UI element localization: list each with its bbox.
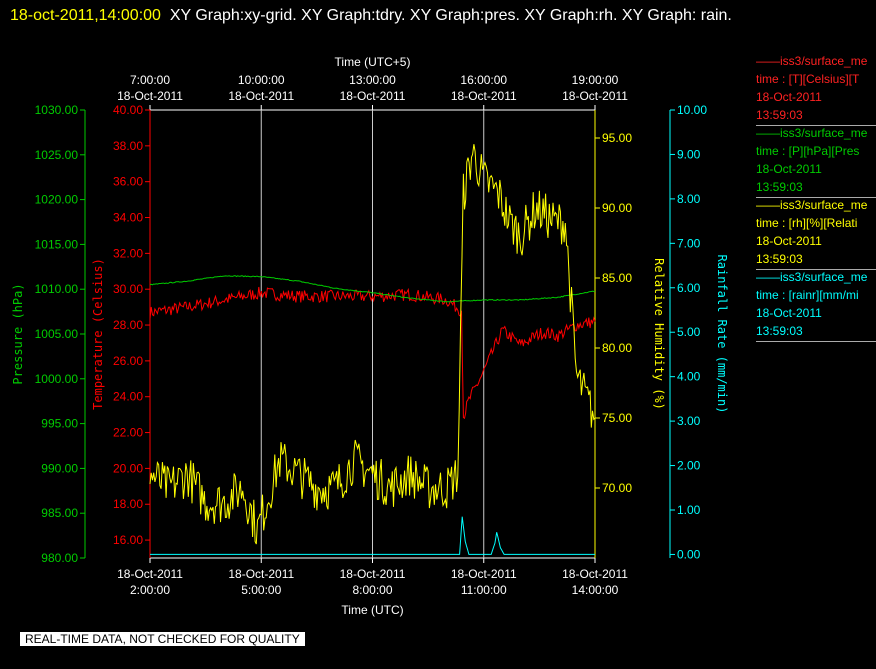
rain-tick-label: 1.00 bbox=[677, 503, 701, 517]
legend-time: 13:59:03 bbox=[756, 108, 803, 122]
x-top-tick-label-time: 13:00:00 bbox=[349, 73, 396, 87]
legend-date: 18-Oct-2011 bbox=[756, 234, 822, 248]
humidity-tick-label: 80.00 bbox=[602, 341, 632, 355]
legend-name: ——iss3/surface_me bbox=[756, 54, 868, 68]
humidity-tick-label: 75.00 bbox=[602, 411, 632, 425]
x-top-tick-label-date: 18-Oct-2011 bbox=[451, 89, 517, 103]
rain-tick-label: 0.00 bbox=[677, 547, 701, 561]
temperature-tick-label: 30.00 bbox=[113, 282, 143, 296]
pressure-tick-label: 990.00 bbox=[41, 461, 78, 475]
x-top-tick-label-date: 18-Oct-2011 bbox=[228, 89, 294, 103]
x-top-tick-label-time: 10:00:00 bbox=[238, 73, 285, 87]
temperature-tick-label: 32.00 bbox=[113, 246, 143, 260]
temperature-tick-label: 18.00 bbox=[113, 497, 143, 511]
x-tick-label-date: 18-Oct-2011 bbox=[451, 567, 517, 581]
rain-axis-label: Rainfall Rate (mm/min) bbox=[715, 255, 729, 414]
series-rain bbox=[150, 516, 595, 555]
temperature-tick-label: 22.00 bbox=[113, 426, 143, 440]
pressure-tick-label: 1000.00 bbox=[35, 372, 79, 386]
rain-tick-label: 10.00 bbox=[677, 103, 707, 117]
temperature-tick-label: 38.00 bbox=[113, 139, 143, 153]
pressure-axis-label: Pressure (hPa) bbox=[11, 283, 25, 384]
legend-units: time : [P][hPa][Pres bbox=[756, 144, 860, 158]
pressure-tick-label: 1015.00 bbox=[35, 237, 79, 251]
rain-tick-label: 6.00 bbox=[677, 281, 701, 295]
pressure-tick-label: 980.00 bbox=[41, 551, 78, 565]
humidity-tick-label: 70.00 bbox=[602, 481, 632, 495]
x-tick-label-date: 18-Oct-2011 bbox=[117, 567, 183, 581]
x-top-tick-label-time: 16:00:00 bbox=[460, 73, 507, 87]
rain-tick-label: 5.00 bbox=[677, 325, 701, 339]
x-tick-label-time: 11:00:00 bbox=[461, 583, 507, 597]
humidity-tick-label: 85.00 bbox=[602, 271, 632, 285]
pressure-tick-label: 1025.00 bbox=[35, 148, 79, 162]
pressure-tick-label: 1005.00 bbox=[35, 327, 79, 341]
x-axis-label-bottom: Time (UTC) bbox=[341, 603, 403, 617]
temperature-axis-label: Temperature (Celsius) bbox=[91, 258, 105, 410]
x-tick-label-date: 18-Oct-2011 bbox=[562, 567, 628, 581]
series-temperature bbox=[149, 286, 596, 420]
pressure-tick-label: 1020.00 bbox=[35, 193, 79, 207]
series-pressure bbox=[149, 275, 596, 303]
header-titles: XY Graph:xy-grid. XY Graph:tdry. XY Grap… bbox=[169, 7, 732, 24]
pressure-tick-label: 1030.00 bbox=[35, 103, 79, 117]
rain-tick-label: 7.00 bbox=[677, 236, 701, 250]
pressure-tick-label: 1010.00 bbox=[35, 282, 79, 296]
humidity-tick-label: 90.00 bbox=[602, 201, 632, 215]
header-date: 18-oct-2011,14:00:00 bbox=[10, 7, 161, 24]
pressure-tick-label: 985.00 bbox=[41, 506, 78, 520]
humidity-axis-label: Relative Humidity (%) bbox=[652, 258, 666, 410]
x-top-tick-label-date: 18-Oct-2011 bbox=[340, 89, 406, 103]
temperature-tick-label: 40.00 bbox=[113, 103, 143, 117]
temperature-tick-label: 26.00 bbox=[113, 354, 143, 368]
legend-name: ——iss3/surface_me bbox=[756, 126, 868, 140]
qc-note: REAL-TIME DATA, NOT CHECKED FOR QUALITY bbox=[20, 632, 305, 646]
legend-name: ——iss3/surface_me bbox=[756, 198, 868, 212]
rain-tick-label: 9.00 bbox=[677, 147, 701, 161]
series-humidity bbox=[149, 144, 596, 545]
x-top-tick-label-date: 18-Oct-2011 bbox=[117, 89, 183, 103]
legend-units: time : [rainr][mm/mi bbox=[756, 288, 859, 302]
page-header: 18-oct-2011,14:00:00 XY Graph:xy-grid. X… bbox=[10, 2, 855, 29]
legend-date: 18-Oct-2011 bbox=[756, 162, 822, 176]
legend-units: time : [rh][%][Relati bbox=[756, 216, 858, 230]
x-axis-label-top: Time (UTC+5) bbox=[335, 55, 411, 69]
humidity-tick-label: 95.00 bbox=[602, 131, 632, 145]
legend-time: 13:59:03 bbox=[756, 180, 803, 194]
temperature-tick-label: 24.00 bbox=[113, 390, 143, 404]
x-tick-label-date: 18-Oct-2011 bbox=[228, 567, 294, 581]
rain-tick-label: 3.00 bbox=[677, 414, 701, 428]
temperature-tick-label: 16.00 bbox=[113, 533, 143, 547]
legend-date: 18-Oct-2011 bbox=[756, 306, 822, 320]
x-top-tick-label-time: 19:00:00 bbox=[572, 73, 619, 87]
pressure-tick-label: 995.00 bbox=[41, 417, 78, 431]
temperature-tick-label: 34.00 bbox=[113, 211, 143, 225]
rain-tick-label: 8.00 bbox=[677, 192, 701, 206]
rain-tick-label: 4.00 bbox=[677, 370, 701, 384]
legend-name: ——iss3/surface_me bbox=[756, 270, 868, 284]
temperature-tick-label: 28.00 bbox=[113, 318, 143, 332]
x-tick-label-time: 5:00:00 bbox=[241, 583, 281, 597]
legend-units: time : [T][Celsius][T bbox=[756, 72, 860, 86]
x-top-tick-label-date: 18-Oct-2011 bbox=[562, 89, 628, 103]
x-tick-label-date: 18-Oct-2011 bbox=[340, 567, 406, 581]
x-tick-label-time: 2:00:00 bbox=[130, 583, 170, 597]
temperature-tick-label: 20.00 bbox=[113, 461, 143, 475]
x-top-tick-label-time: 7:00:00 bbox=[130, 73, 170, 87]
x-tick-label-time: 14:00:00 bbox=[572, 583, 619, 597]
x-tick-label-time: 8:00:00 bbox=[352, 583, 392, 597]
rain-tick-label: 2.00 bbox=[677, 459, 701, 473]
legend-time: 13:59:03 bbox=[756, 324, 803, 338]
temperature-tick-label: 36.00 bbox=[113, 175, 143, 189]
legend-date: 18-Oct-2011 bbox=[756, 90, 822, 104]
legend-time: 13:59:03 bbox=[756, 252, 803, 266]
